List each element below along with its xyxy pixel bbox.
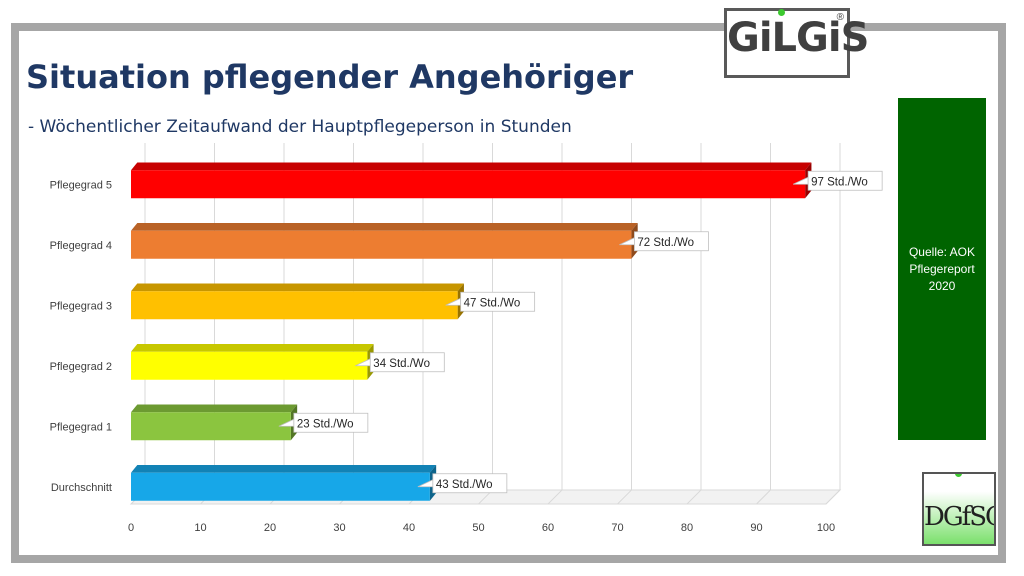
source-text: Quelle: AOK Pflegereport 2020 [908, 244, 976, 293]
data-label-1: 97 Std./Wo [792, 170, 883, 191]
callout-box [369, 352, 445, 373]
dgfsg-logo-text: DGfSG [924, 502, 996, 532]
data-label-6: 43 Std./Wo [417, 473, 508, 494]
x-tick-label: 50 [472, 522, 484, 534]
page-subtitle: - Wöchentlicher Zeitaufwand der Hauptpfl… [28, 117, 572, 137]
gridline-depth [547, 489, 563, 505]
chart-bars [131, 162, 812, 501]
x-tick-label: 80 [681, 522, 693, 534]
bar-front [131, 351, 368, 380]
chart-tick-labels: 0 10 20 30 40 50 60 70 80 90 100 [128, 522, 835, 534]
bar-4 [131, 344, 374, 380]
bar-top [131, 465, 437, 473]
callout-box [293, 412, 369, 433]
bar-top [131, 162, 812, 171]
category-label: Pflegegrad 5 [50, 179, 112, 191]
bar-top [131, 344, 374, 352]
x-tick-label: 20 [264, 522, 276, 534]
x-tick-label: 10 [194, 522, 206, 534]
data-label-4: 34 Std./Wo [355, 352, 445, 373]
x-tick-label: 0 [128, 522, 134, 534]
logo-dot-icon [955, 474, 962, 477]
bar-top [131, 404, 298, 413]
data-label-text: 97 Std./Wo [811, 176, 868, 188]
gridline-depth [825, 489, 841, 505]
category-label: Pflegegrad 4 [50, 240, 112, 252]
data-label-text: 43 Std./Wo [436, 479, 493, 491]
bar-6 [131, 465, 437, 501]
registered-mark: ® [836, 12, 844, 23]
bar-front [131, 170, 806, 199]
bar-top [131, 223, 638, 231]
data-label-text: 34 Std./Wo [373, 358, 430, 370]
data-label-3: 47 Std./Wo [445, 291, 536, 312]
bar-1 [131, 162, 812, 199]
data-label-5: 23 Std./Wo [278, 412, 369, 433]
bar-front [131, 230, 632, 259]
gridline-depth [686, 489, 702, 505]
source-box: Quelle: AOK Pflegereport 2020 [898, 98, 986, 440]
slide-frame [11, 23, 1006, 563]
x-tick-label: 60 [542, 522, 554, 534]
data-label-2: 72 Std./Wo [619, 231, 709, 252]
bar-top [131, 283, 464, 292]
gilgis-logo-text: GiLGiS [727, 15, 869, 61]
page-title: Situation pflegender Angehöriger [26, 58, 634, 96]
callout-box [460, 291, 536, 312]
gridline-depth [756, 489, 771, 505]
callout-box [634, 231, 709, 252]
chart-category-labels: Pflegegrad 5 Pflegegrad 4 Pflegegrad 3 Pfle… [50, 179, 112, 494]
x-tick-label: 30 [333, 522, 345, 534]
category-label: Pflegegrad 1 [50, 421, 112, 433]
x-tick-label: 40 [403, 522, 415, 534]
bar-front [131, 472, 430, 501]
callout-box [432, 473, 508, 494]
bar-front [131, 291, 458, 320]
category-label: Pflegegrad 2 [50, 361, 112, 373]
data-label-text: 23 Std./Wo [297, 418, 354, 430]
chart-data-labels: 97 Std./Wo 72 Std./Wo 47 Std./Wo 34 Std./Wo… [278, 170, 883, 494]
bar-5 [131, 404, 298, 441]
data-label-text: 72 Std./Wo [637, 237, 694, 249]
x-tick-label: 100 [817, 522, 835, 534]
bar-2 [131, 223, 638, 259]
bar-front [131, 412, 291, 441]
x-tick-label: 70 [611, 522, 623, 534]
dgfsg-logo: DGfSG [922, 472, 996, 546]
category-label: Durchschnitt [51, 482, 112, 494]
gridline-depth [617, 489, 632, 505]
gilgis-logo: GiLGiS ® [724, 8, 869, 78]
data-label-text: 47 Std./Wo [464, 297, 521, 309]
callout-box [807, 170, 883, 191]
bar-3 [131, 283, 464, 320]
x-tick-label: 90 [750, 522, 762, 534]
category-label: Pflegegrad 3 [50, 300, 112, 312]
logo-dot-icon [778, 9, 785, 16]
